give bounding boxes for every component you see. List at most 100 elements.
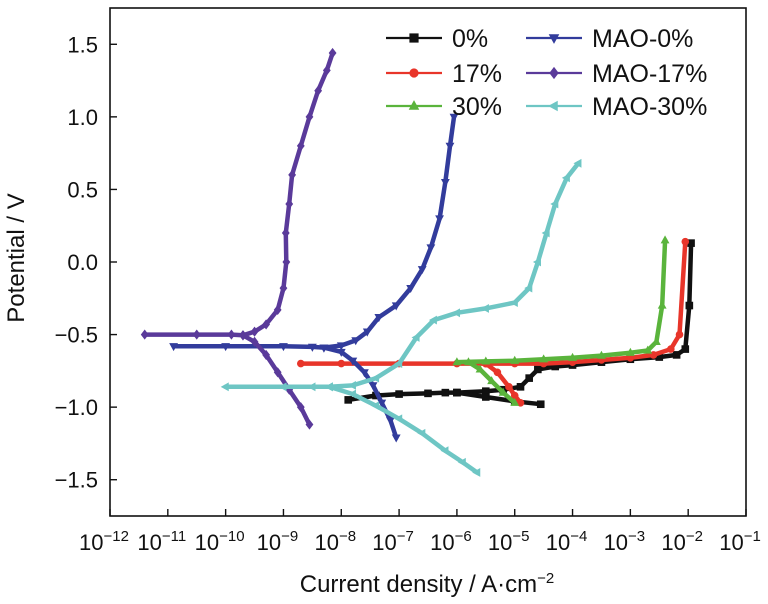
data-point	[481, 356, 491, 365]
data-point	[359, 369, 369, 378]
data-point	[681, 345, 690, 353]
axes-layer: 10−12 10−11 10−10 10−9 10−8 10−7 10−6 10−5 10−4 1…	[55, 7, 761, 555]
data-point	[498, 387, 508, 396]
data-point	[307, 382, 316, 392]
legend-item: 0%	[386, 25, 488, 53]
data-point	[440, 179, 450, 188]
data-point	[278, 382, 287, 392]
data-point	[262, 319, 271, 330]
series-1	[344, 239, 695, 409]
data-point	[336, 342, 346, 351]
data-point	[541, 228, 550, 238]
data-point	[426, 244, 436, 253]
data-point	[411, 333, 420, 342]
series-3	[452, 235, 670, 406]
x-tick-label: 10−7	[372, 528, 414, 555]
data-point	[464, 357, 473, 366]
x-tick-label: 10−3	[604, 528, 646, 555]
series-line	[483, 239, 688, 366]
series-line	[240, 50, 335, 338]
x-tick-label: 10−1	[719, 528, 761, 555]
data-point	[534, 365, 542, 374]
data-point	[452, 357, 462, 366]
data-point	[285, 198, 294, 210]
legend-item: 30%	[386, 93, 502, 121]
data-point	[319, 344, 329, 353]
x-tick-label: 10−12	[79, 528, 129, 555]
legend-item: MAO-17%	[526, 60, 707, 88]
data-point	[192, 329, 201, 340]
data-point	[395, 390, 403, 398]
legend-item: MAO-0%	[526, 25, 693, 53]
data-point	[681, 237, 690, 246]
x-tick-label: 10−6	[430, 528, 472, 555]
data-point	[394, 359, 403, 369]
data-point	[281, 227, 290, 239]
data-point	[220, 382, 229, 392]
data-point	[487, 376, 497, 385]
series-5	[140, 47, 337, 430]
x-tick-label: 10−8	[314, 528, 356, 555]
data-point	[169, 343, 179, 352]
legend-label: 17%	[452, 60, 502, 88]
series-6	[220, 158, 582, 477]
legend: 0% 17% 30% MAO-0% MAO-17% MAO-30%	[386, 25, 707, 121]
data-point	[516, 383, 525, 391]
x-axis-title-main: Current density / A·cm	[300, 571, 537, 598]
data-point	[417, 428, 426, 438]
data-point	[482, 393, 490, 401]
data-point	[667, 345, 675, 353]
data-point	[348, 357, 358, 366]
data-point	[472, 468, 481, 477]
data-point	[435, 215, 444, 224]
x-axis-title: Current density / A·cm−2	[300, 570, 555, 598]
data-point	[336, 348, 346, 357]
data-point	[227, 329, 236, 340]
data-point	[550, 199, 559, 209]
data-point	[449, 113, 459, 122]
legend-label: MAO-30%	[592, 93, 707, 121]
data-point	[548, 34, 560, 44]
data-point	[597, 350, 606, 359]
series-line	[454, 390, 543, 407]
data-point	[509, 298, 518, 308]
series-line	[327, 161, 581, 390]
data-point	[273, 367, 282, 378]
data-point	[250, 336, 259, 347]
data-point	[451, 308, 461, 318]
data-point	[328, 47, 337, 59]
data-point	[536, 400, 545, 409]
data-point	[262, 349, 271, 360]
data-point	[660, 235, 670, 244]
series-layer	[140, 47, 695, 477]
data-point	[672, 351, 681, 359]
data-point	[322, 65, 331, 76]
legend-item: 17%	[386, 60, 502, 88]
data-point	[279, 283, 288, 294]
x-tick-label: 10−4	[546, 528, 588, 555]
data-point	[279, 343, 288, 352]
y-axis-title: Potential / V	[3, 193, 30, 322]
series-line	[321, 345, 399, 440]
data-point	[140, 329, 149, 340]
data-point	[347, 389, 356, 399]
x-tick-label: 10−11	[137, 528, 186, 555]
data-point	[532, 257, 541, 267]
data-point	[424, 389, 432, 398]
data-point	[296, 402, 305, 413]
data-point	[457, 457, 466, 467]
data-point	[362, 328, 372, 337]
data-point	[475, 364, 485, 373]
data-point	[445, 142, 455, 151]
data-point	[374, 314, 384, 323]
data-point	[305, 419, 314, 430]
data-point	[371, 401, 380, 411]
data-point	[409, 68, 419, 78]
data-point	[561, 173, 570, 183]
data-point	[305, 111, 314, 122]
data-point	[221, 343, 231, 352]
data-point	[643, 345, 653, 354]
y-tick-label: −1.5	[55, 468, 98, 493]
legend-label: MAO-0%	[592, 25, 693, 53]
